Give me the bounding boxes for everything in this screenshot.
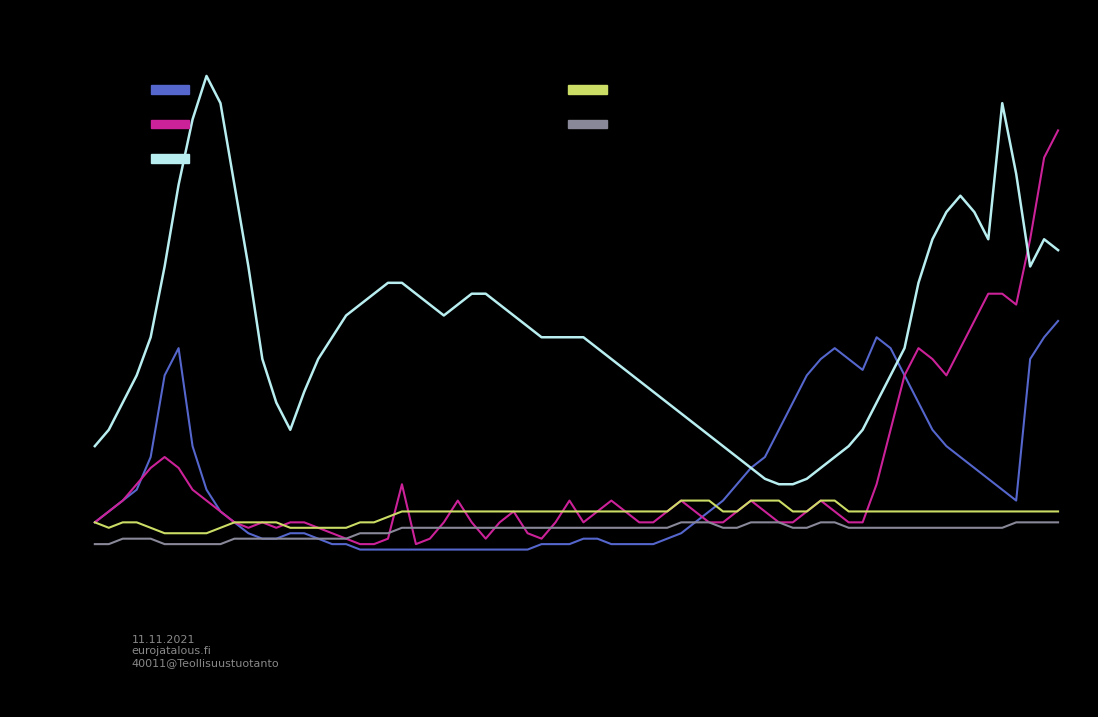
- Text: 11.11.2021
eurojatalous.fi
40011@Teollisuustuotanto: 11.11.2021 eurojatalous.fi 40011@Teollis…: [132, 635, 279, 668]
